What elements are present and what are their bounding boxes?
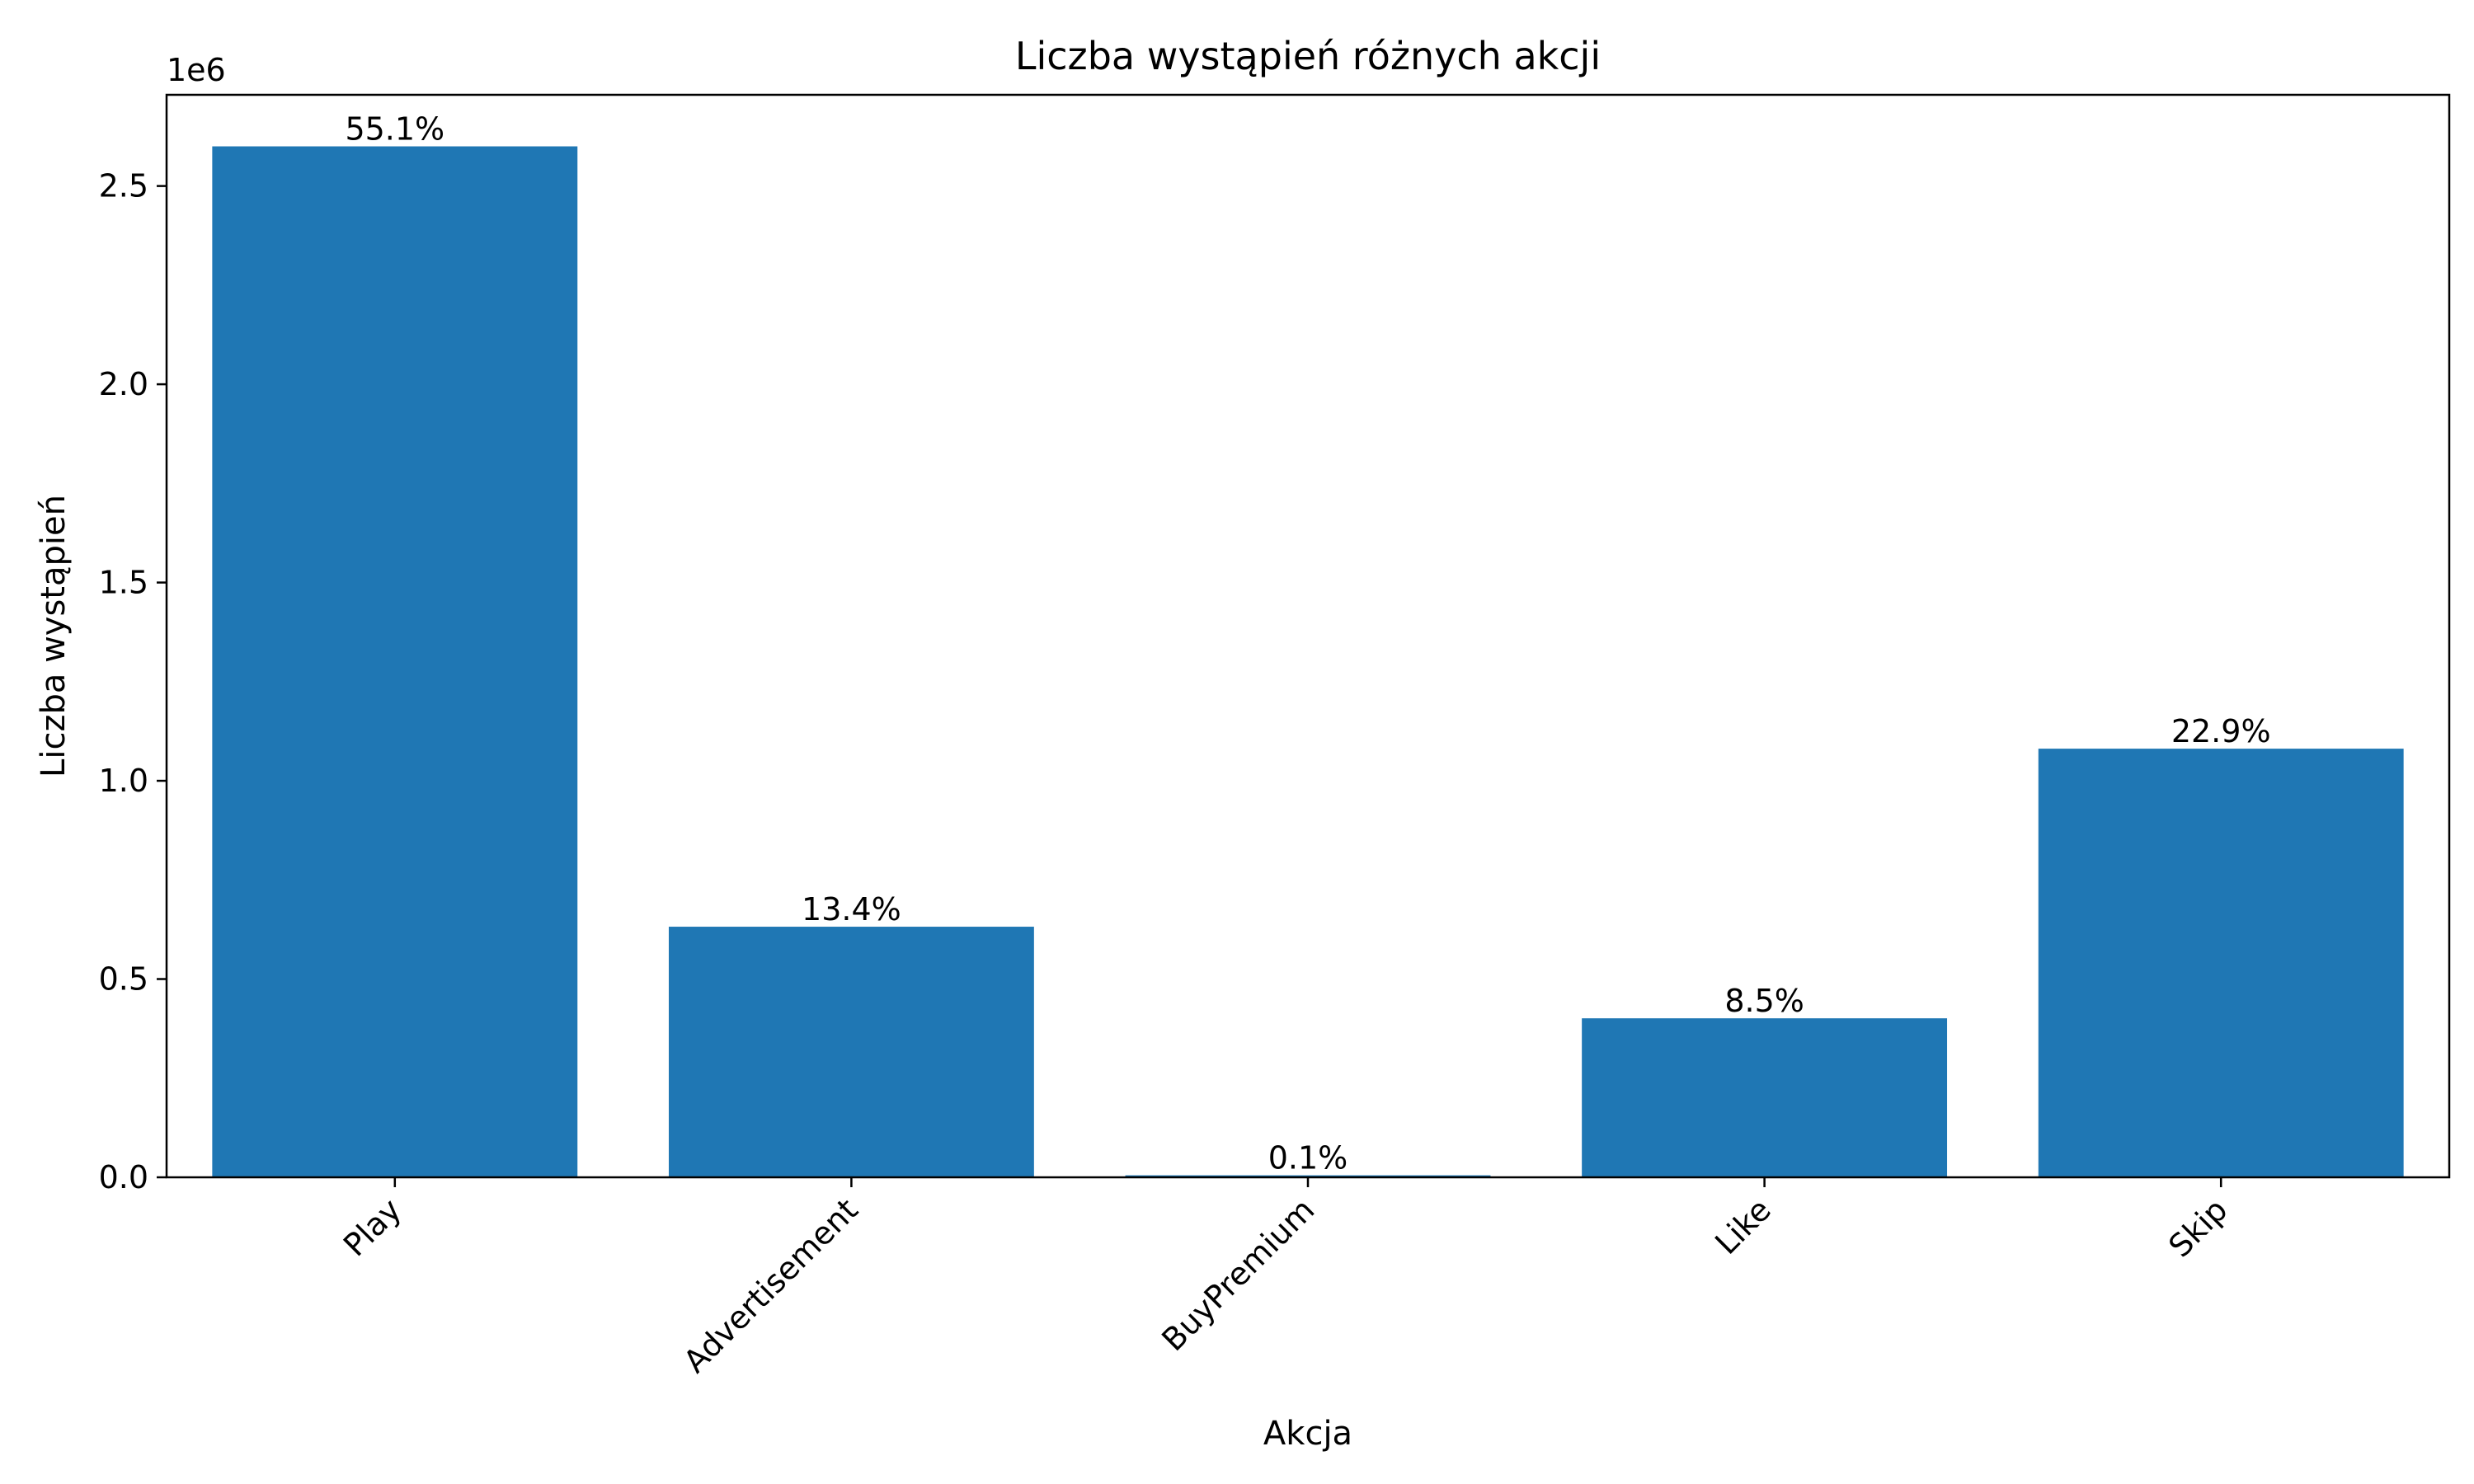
bar-value-label: 13.4% xyxy=(802,891,901,928)
y-tick-label: 0.0 xyxy=(99,1159,148,1195)
y-tick-label: 2.0 xyxy=(99,366,148,402)
bar-value-label: 22.9% xyxy=(2171,713,2271,749)
bars-layer xyxy=(212,146,2404,1177)
y-axis-exponent-label: 1e6 xyxy=(167,52,226,88)
bar-value-label: 8.5% xyxy=(1724,983,1804,1019)
bar-advertisement xyxy=(668,927,1034,1177)
bar-like xyxy=(1582,1018,1948,1177)
y-tick-label: 0.5 xyxy=(99,961,148,998)
bar-value-labels: 55.1% 13.4% 0.1% 8.5% 22.9% xyxy=(345,111,2270,1176)
bar-value-label: 55.1% xyxy=(345,111,444,148)
chart-title: Liczba wystąpień różnych akcji xyxy=(1015,34,1601,78)
y-tick-label: 2.5 xyxy=(99,168,148,204)
y-axis-label: Liczba wystąpień xyxy=(35,495,73,777)
x-axis-label: Akcja xyxy=(1263,1415,1352,1453)
y-tick-label: 1.5 xyxy=(99,565,148,601)
bar-skip xyxy=(2038,749,2404,1177)
bar-play xyxy=(212,146,578,1177)
bar-value-label: 0.1% xyxy=(1268,1140,1348,1176)
y-tick-label: 1.0 xyxy=(99,763,148,799)
y-axis: 0.0 0.5 1.0 1.5 2.0 2.5 xyxy=(99,168,167,1195)
